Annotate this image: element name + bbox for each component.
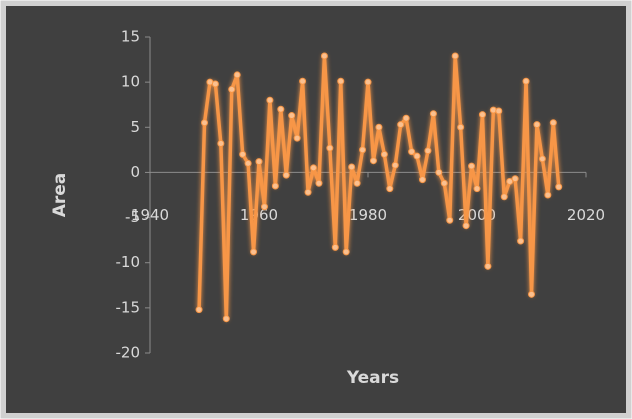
point <box>538 155 546 163</box>
y-tick-label: 5 <box>130 118 140 136</box>
point <box>451 52 459 60</box>
point <box>380 150 388 158</box>
x-tick-label: 1980 <box>349 206 387 224</box>
point <box>331 243 339 251</box>
point <box>320 52 328 60</box>
point <box>468 162 476 170</box>
y-tick-label: -10 <box>116 253 141 271</box>
point <box>500 193 508 201</box>
point <box>440 179 448 187</box>
point <box>315 179 323 187</box>
point <box>533 121 541 129</box>
point <box>233 71 241 79</box>
point <box>250 248 258 256</box>
point <box>337 77 345 85</box>
point <box>495 107 503 115</box>
point <box>217 140 225 148</box>
point <box>277 105 285 113</box>
y-tick-label: 0 <box>130 163 140 181</box>
point <box>342 248 350 256</box>
y-tick-label: -15 <box>116 298 141 316</box>
point <box>473 185 481 193</box>
point <box>544 191 552 199</box>
point <box>402 114 410 122</box>
point <box>413 152 421 160</box>
y-tick-label: 10 <box>121 73 140 91</box>
point <box>457 123 465 131</box>
y-tick-label: -20 <box>116 344 141 362</box>
point <box>228 85 236 93</box>
point <box>478 111 486 119</box>
point <box>364 78 372 86</box>
point <box>484 262 492 270</box>
y-tick-label: -5 <box>125 208 140 226</box>
point <box>506 177 514 185</box>
point <box>375 123 383 131</box>
point <box>511 175 519 183</box>
point <box>282 171 290 179</box>
y-tick-label: 15 <box>121 28 140 46</box>
point <box>195 306 203 314</box>
point <box>222 315 230 323</box>
point <box>293 134 301 142</box>
point <box>201 119 208 127</box>
point <box>462 222 470 230</box>
point <box>211 80 219 88</box>
point <box>408 148 416 156</box>
x-tick-label: 1960 <box>240 206 278 224</box>
point <box>326 144 334 152</box>
x-axis-label: Years <box>346 368 399 388</box>
point <box>369 157 377 165</box>
point <box>419 176 426 184</box>
point <box>353 179 361 187</box>
point <box>299 77 307 85</box>
point <box>435 168 443 176</box>
y-axis-label: Area <box>50 173 70 218</box>
point <box>239 150 247 158</box>
point <box>288 112 296 120</box>
point <box>549 119 557 127</box>
x-tick-label: 1940 <box>131 206 169 224</box>
point <box>522 77 530 85</box>
point <box>266 96 274 104</box>
point <box>555 183 563 191</box>
point <box>391 161 399 169</box>
point <box>386 185 394 193</box>
point <box>517 237 525 245</box>
point <box>244 159 252 167</box>
x-tick-label: 2020 <box>567 206 605 224</box>
point <box>304 188 312 196</box>
point <box>271 182 279 190</box>
point <box>255 158 263 166</box>
point <box>348 163 356 171</box>
point <box>310 164 317 172</box>
point <box>424 147 432 155</box>
point <box>528 290 535 298</box>
point <box>359 146 367 154</box>
point <box>397 121 405 129</box>
point <box>260 203 268 211</box>
point <box>446 216 454 224</box>
point <box>429 110 437 118</box>
